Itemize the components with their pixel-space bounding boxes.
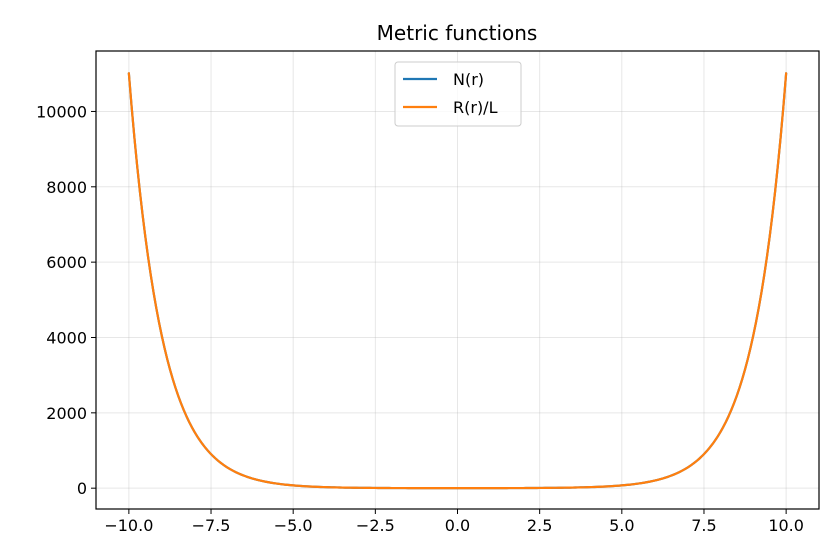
plot-lines <box>127 72 788 490</box>
x-tick-label: −7.5 <box>192 516 231 535</box>
series-line-R-over-L <box>127 72 788 490</box>
x-tick-label: 5.0 <box>609 516 634 535</box>
x-tick-label: 10.0 <box>768 516 804 535</box>
y-tick-label: 8000 <box>46 178 87 197</box>
x-axis-ticks: −10.0 −7.5 −5.0 −2.5 0.0 2.5 5.0 7.5 10.0 <box>104 509 804 535</box>
x-tick-label: −2.5 <box>356 516 395 535</box>
legend-label: N(r) <box>453 70 484 89</box>
y-tick-label: 4000 <box>46 328 87 347</box>
chart-title: Metric functions <box>377 21 538 45</box>
legend: N(r) R(r)/L <box>394 61 522 127</box>
y-tick-label: 2000 <box>46 404 87 423</box>
x-tick-label: −5.0 <box>274 516 313 535</box>
x-tick-label: −10.0 <box>104 516 153 535</box>
y-tick-label: 10000 <box>36 102 87 121</box>
x-tick-label: 7.5 <box>691 516 716 535</box>
y-tick-label: 0 <box>77 479 87 498</box>
y-tick-label: 6000 <box>46 253 87 272</box>
legend-label: R(r)/L <box>453 98 498 117</box>
x-tick-label: 0.0 <box>445 516 470 535</box>
x-tick-label: 2.5 <box>527 516 552 535</box>
y-axis-ticks: 0 2000 4000 6000 8000 10000 <box>36 102 96 498</box>
